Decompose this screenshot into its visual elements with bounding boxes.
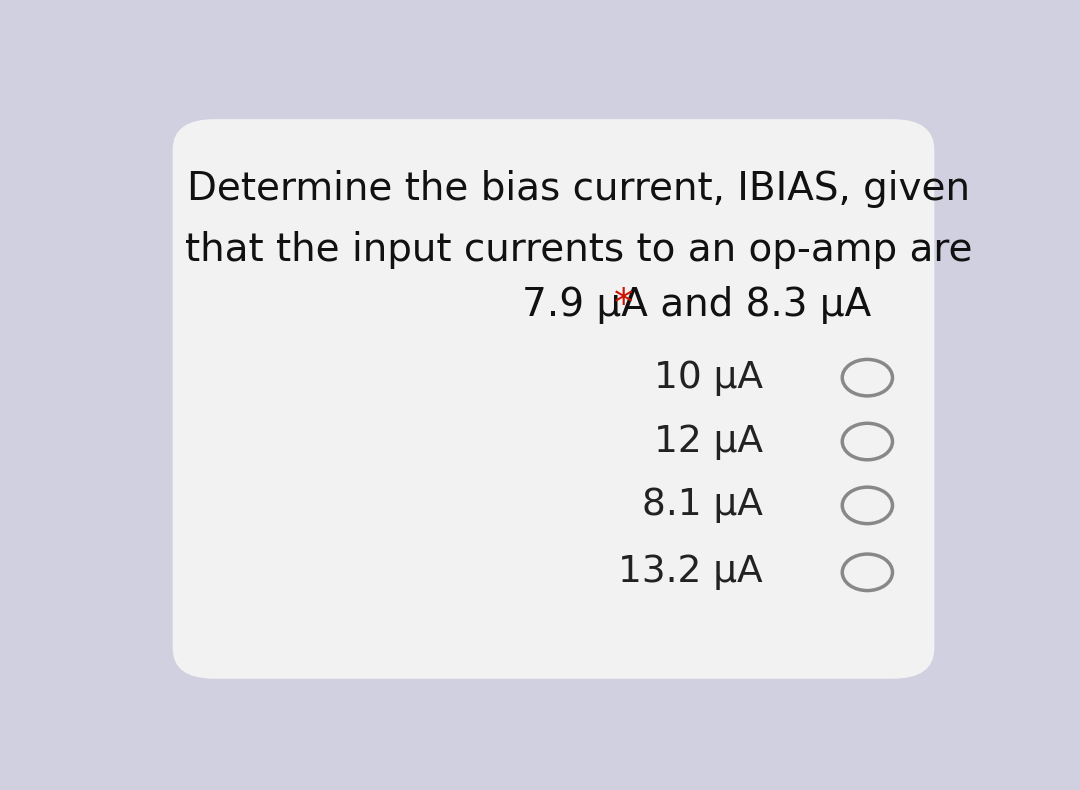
Circle shape: [842, 554, 892, 591]
Text: that the input currents to an op-amp are: that the input currents to an op-amp are: [185, 231, 972, 269]
Circle shape: [842, 359, 892, 396]
FancyBboxPatch shape: [173, 119, 934, 679]
Text: 8.1 μA: 8.1 μA: [642, 487, 762, 524]
Text: 12 μA: 12 μA: [653, 423, 762, 460]
Circle shape: [842, 487, 892, 524]
Text: Determine the bias current, IBIAS, given: Determine the bias current, IBIAS, given: [187, 170, 970, 208]
Circle shape: [842, 423, 892, 460]
Text: 7.9 μA and 8.3 μA: 7.9 μA and 8.3 μA: [523, 286, 872, 324]
Text: 10 μA: 10 μA: [653, 359, 762, 396]
Text: 13.2 μA: 13.2 μA: [618, 555, 762, 590]
Text: *: *: [613, 286, 633, 324]
